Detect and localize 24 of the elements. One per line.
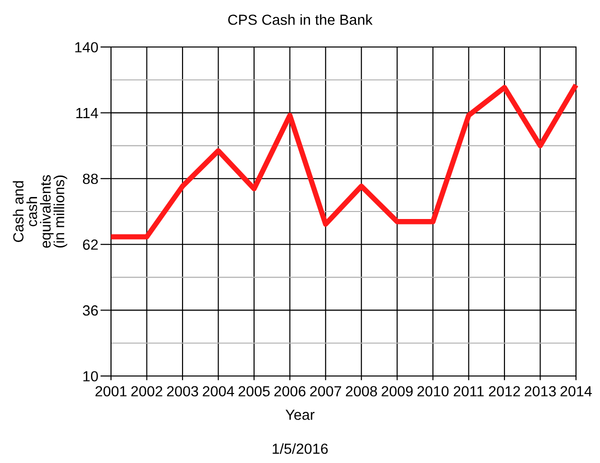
x-tick-label: 2001 [96, 386, 127, 396]
x-tick-label: 2006 [274, 386, 306, 396]
x-tick-label: 2007 [310, 386, 342, 396]
x-tick-label: 2011 [454, 386, 484, 396]
x-tick-label: 2008 [346, 386, 377, 396]
y-axis-title: Cash and cash equivalents (in millions) [12, 175, 68, 248]
x-tick-label: 2003 [167, 386, 198, 396]
y-tick-label: 114 [76, 108, 98, 118]
text: 1/5/2016 [272, 443, 328, 454]
y-tick-label: 36 [82, 305, 98, 316]
y-tick-label: 140 [75, 42, 98, 52]
x-tick-label: 2010 [417, 386, 449, 396]
y-tick-label: 62 [83, 240, 98, 250]
x-tick-label: 2002 [131, 386, 162, 396]
x-tick-label: 2009 [382, 386, 413, 396]
x-tick-label: 2004 [202, 386, 234, 396]
y-tick-label: 10 [83, 371, 98, 382]
x-tick-label: 2005 [238, 386, 270, 396]
x-axis-title: Year [286, 410, 314, 420]
x-tick-label: 2014 [560, 386, 592, 396]
x-tick-label: 2013 [524, 386, 556, 396]
y-tick-label: 88 [82, 174, 98, 184]
chart-title: CPS Cash in the Bank [228, 14, 373, 25]
x-tick-label: 2012 [488, 386, 520, 396]
